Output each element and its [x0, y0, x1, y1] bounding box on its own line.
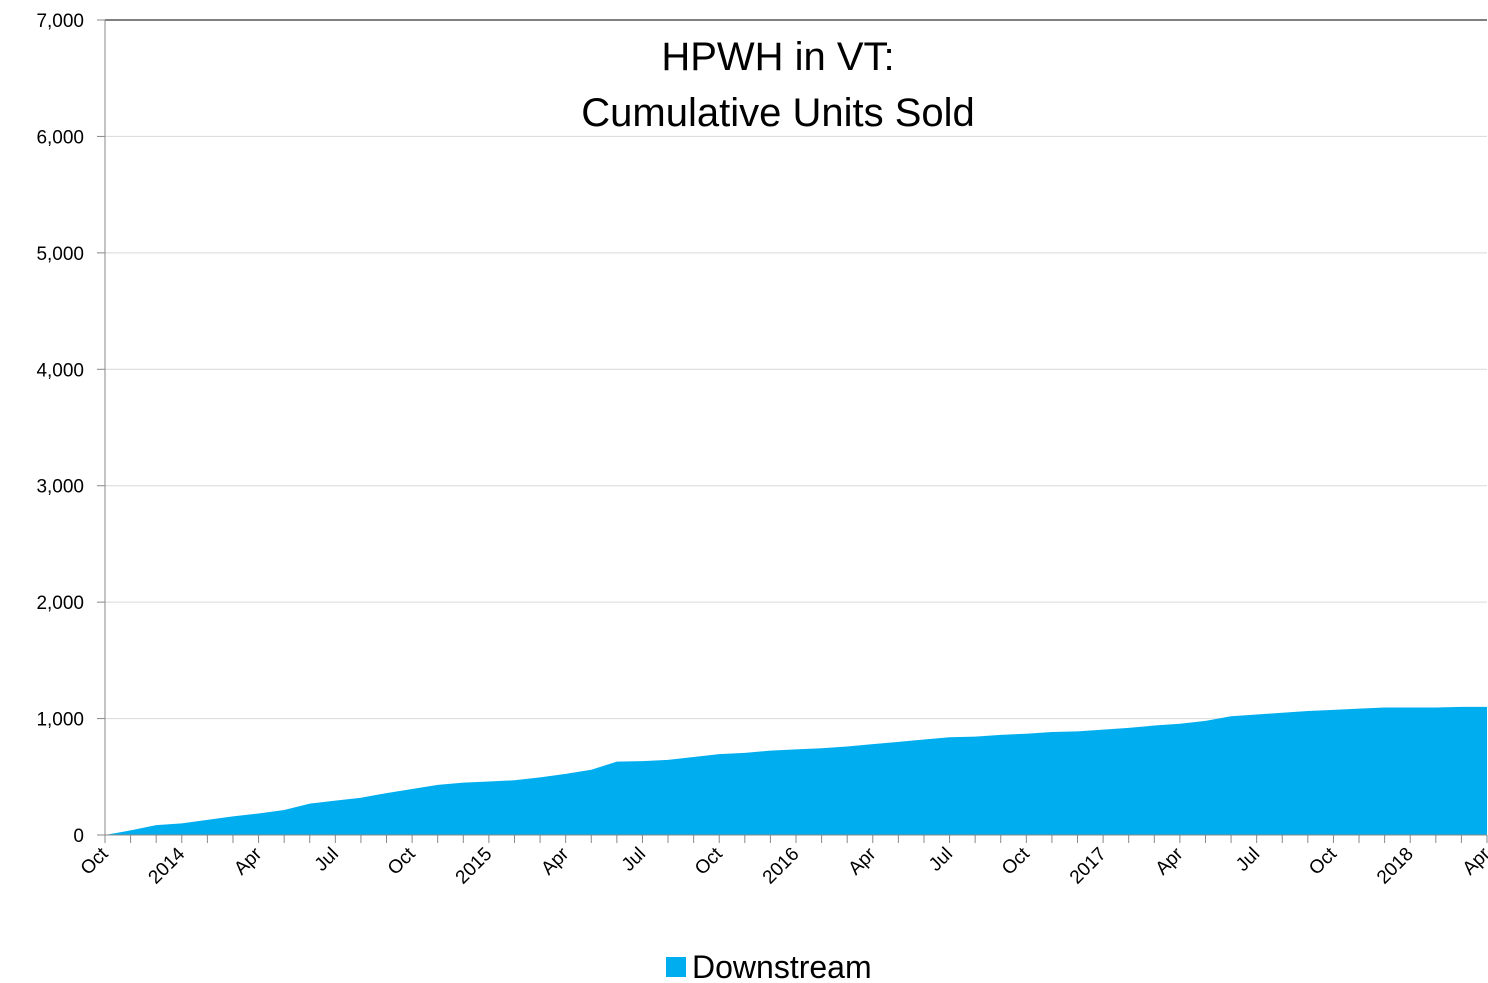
y-tick-label: 3,000	[36, 477, 84, 498]
x-tick-label: Apr	[845, 843, 881, 879]
x-tick-label: Jul	[311, 844, 343, 876]
area	[105, 706, 1487, 835]
x-tick-label: Jul	[1232, 844, 1264, 876]
x-tick-label: Apr	[537, 843, 573, 879]
chart-title: HPWH in VT:	[661, 35, 894, 79]
x-tick-label: 2016	[759, 844, 804, 889]
legend-label: Downstream	[692, 949, 872, 983]
y-tick-label: 5,000	[36, 244, 84, 265]
x-tick-label: 2014	[145, 843, 190, 888]
x-tick-label: Apr	[230, 843, 266, 879]
y-tick-label: 7,000	[36, 11, 84, 32]
x-tick-label: Oct	[998, 843, 1034, 879]
y-tick-label: 4,000	[36, 360, 84, 381]
y-tick-label: 6,000	[36, 127, 84, 148]
x-tick-label: 2017	[1066, 844, 1111, 889]
legend-swatch	[666, 957, 686, 977]
x-tick-label: Jul	[618, 844, 650, 876]
x-tick-label: Apr	[1152, 843, 1188, 879]
y-tick-label: 1,000	[36, 710, 84, 731]
x-tick-label: Jul	[925, 844, 957, 876]
x-tick-label: Oct	[384, 843, 420, 879]
x-tick-label: Oct	[1305, 843, 1341, 879]
x-tick-label: 2015	[452, 844, 497, 889]
chart-title: Cumulative Units Sold	[581, 91, 975, 135]
y-tick-label: 2,000	[36, 593, 84, 614]
x-tick-label: Oct	[691, 843, 727, 879]
x-tick-label: Apr	[1459, 843, 1488, 879]
x-tick-label: 2018	[1373, 844, 1418, 889]
x-tick-label: Oct	[77, 843, 113, 879]
y-tick-label: 0	[73, 826, 84, 847]
